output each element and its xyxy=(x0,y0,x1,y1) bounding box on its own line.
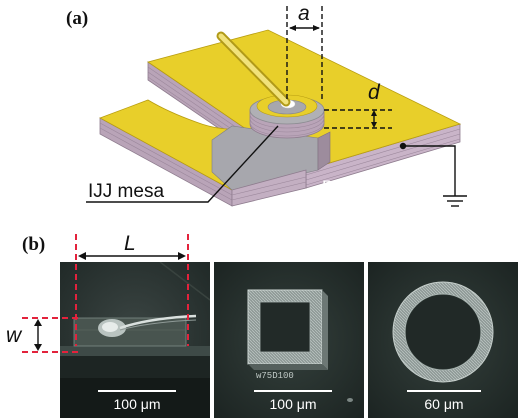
panel-a: (a) xyxy=(66,2,467,207)
dimension-a xyxy=(286,6,323,100)
scale-bar-3: 60 μm xyxy=(407,390,481,412)
sem-micrograph-2: w75D100 xyxy=(214,262,364,418)
label-L: L xyxy=(124,232,136,255)
dimension-L xyxy=(75,234,189,346)
scale-label-2: 100 μm xyxy=(270,396,317,412)
ijj-mesa xyxy=(249,94,325,139)
scale-label-1: 100 μm xyxy=(114,396,161,412)
dimension-d xyxy=(324,109,392,129)
bi2212-label: Bi-2212 xyxy=(322,177,381,196)
label-w: w xyxy=(6,324,23,347)
sample-marking: w75D100 xyxy=(256,371,294,381)
ground-icon xyxy=(399,142,467,207)
scale-bar-1: 100 μm xyxy=(98,390,176,412)
panel-a-label: (a) xyxy=(66,8,88,29)
ijj-mesa-label: IJJ mesa xyxy=(88,181,164,202)
panel-b: (b) w75D100 xyxy=(6,232,518,418)
sem-micrograph-3 xyxy=(368,262,518,418)
panel-b-label: (b) xyxy=(22,234,45,255)
label-d: d xyxy=(368,81,381,104)
scale-label-3: 60 μm xyxy=(424,396,463,412)
bonding-wire xyxy=(216,31,291,107)
scale-bar-2: 100 μm xyxy=(254,390,332,412)
dimension-w xyxy=(22,317,78,353)
label-a: a xyxy=(298,2,310,25)
ijj-mesa-leader xyxy=(86,125,279,203)
